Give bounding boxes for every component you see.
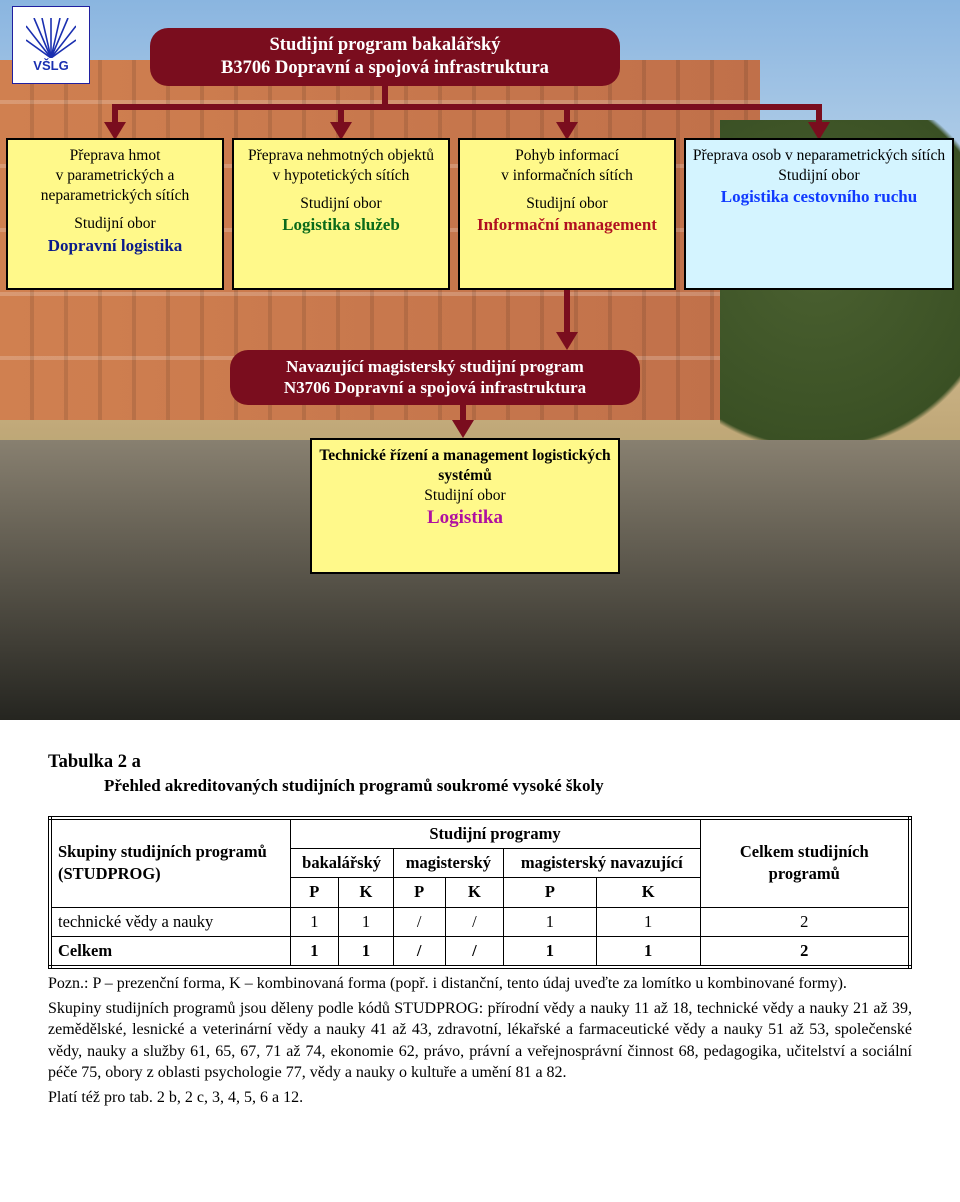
card-logistika-sluzeb: Přeprava nehmotných objektů v hypotetick… <box>232 138 450 290</box>
card-accent: Informační management <box>466 214 668 236</box>
cell-total: 2 <box>700 936 910 967</box>
node-line: Navazující magisterský studijní program <box>286 356 584 377</box>
card-logistika-cestovniho-ruchu: Přeprava osob v neparametrických sítích … <box>684 138 954 290</box>
cell: 1 <box>504 907 597 936</box>
note-2: Skupiny studijních programů jsou děleny … <box>48 998 912 1082</box>
card-informacni-management: Pohyb informací v informačních sítích St… <box>458 138 676 290</box>
card-line: Studijní obor <box>14 214 216 234</box>
th-pk: K <box>445 878 503 907</box>
arrow-icon <box>452 420 474 438</box>
connector <box>460 400 466 422</box>
cell-label: Celkem <box>50 936 290 967</box>
node-master-program: Navazující magisterský studijní program … <box>230 350 640 405</box>
card-line: Studijní obor <box>240 194 442 214</box>
diagram-area: VŠLG Studijní program bakalářský B3706 D… <box>0 0 960 720</box>
cell: / <box>393 936 445 967</box>
card-line: v informačních sítích <box>466 166 668 186</box>
cell: 1 <box>290 936 339 967</box>
card-line: Studijní obor <box>466 194 668 214</box>
card-line: Technické řízení a management logistický… <box>318 446 612 486</box>
cell-label: technické vědy a nauky <box>50 907 290 936</box>
th-total: Celkem studijních programů <box>700 818 910 907</box>
th-programs: Studijní programy <box>290 818 700 849</box>
cell: / <box>445 936 503 967</box>
cell: 1 <box>339 907 394 936</box>
th-pk: K <box>596 878 700 907</box>
logo-vslg: VŠLG <box>12 6 90 84</box>
card-line: Studijní obor <box>692 166 946 186</box>
card-accent: Logistika <box>318 506 612 531</box>
logo-text: VŠLG <box>33 58 68 73</box>
card-logistika: Technické řízení a management logistický… <box>310 438 620 574</box>
th-pk: P <box>504 878 597 907</box>
connector <box>112 104 118 124</box>
th-pk: P <box>290 878 339 907</box>
cell: 1 <box>596 907 700 936</box>
th-pk: K <box>339 878 394 907</box>
th-pk: P <box>393 878 445 907</box>
connector <box>564 104 570 124</box>
connector <box>564 290 570 334</box>
connector <box>338 104 344 124</box>
th-bakalarsky: bakalářský <box>290 849 393 878</box>
card-line: Přeprava osob v neparametrických sítích <box>692 146 946 166</box>
document-text-section: Tabulka 2 a Přehled akreditovaných studi… <box>0 720 960 1148</box>
programs-table: Skupiny studijních programů (STUDPROG) S… <box>48 816 912 969</box>
cell: 1 <box>504 936 597 967</box>
card-line: v hypotetických sítích <box>240 166 442 186</box>
table-row: Celkem 1 1 / / 1 1 2 <box>50 936 910 967</box>
cell: / <box>445 907 503 936</box>
card-line: Pohyb informací <box>466 146 668 166</box>
card-dopravni-logistika: Přeprava hmot v parametrických a neparam… <box>6 138 224 290</box>
th-magistersky-nav: magisterský navazující <box>504 849 700 878</box>
cell: 1 <box>596 936 700 967</box>
cell-total: 2 <box>700 907 910 936</box>
note-1: Pozn.: P – prezenční forma, K – kombinov… <box>48 973 912 994</box>
node-line: N3706 Dopravní a spojová infrastruktura <box>284 377 586 398</box>
node-line: B3706 Dopravní a spojová infrastruktura <box>221 57 549 80</box>
node-bachelor-program: Studijní program bakalářský B3706 Doprav… <box>150 28 620 86</box>
arrow-icon <box>556 332 578 350</box>
th-groups: Skupiny studijních programů (STUDPROG) <box>50 818 290 907</box>
card-accent: Dopravní logistika <box>14 235 216 257</box>
note-3: Platí též pro tab. 2 b, 2 c, 3, 4, 5, 6 … <box>48 1087 912 1108</box>
table-row: technické vědy a nauky 1 1 / / 1 1 2 <box>50 907 910 936</box>
card-accent: Logistika cestovního ruchu <box>692 186 946 208</box>
card-line: Přeprava nehmotných objektů <box>240 146 442 166</box>
connector <box>816 104 822 124</box>
connector <box>112 104 816 110</box>
card-line: v parametrických a neparametrických sítí… <box>14 166 216 206</box>
table-subtitle: Přehled akreditovaných studijních progra… <box>104 775 912 798</box>
th-magistersky: magisterský <box>393 849 503 878</box>
cell: / <box>393 907 445 936</box>
node-line: Studijní program bakalářský <box>270 34 501 57</box>
connector <box>382 82 388 106</box>
cell: 1 <box>290 907 339 936</box>
logo-star-icon <box>26 18 76 58</box>
cell: 1 <box>339 936 394 967</box>
card-accent: Logistika služeb <box>240 214 442 236</box>
table-title: Tabulka 2 a <box>48 750 912 775</box>
card-line: Studijní obor <box>318 486 612 506</box>
card-line: Přeprava hmot <box>14 146 216 166</box>
